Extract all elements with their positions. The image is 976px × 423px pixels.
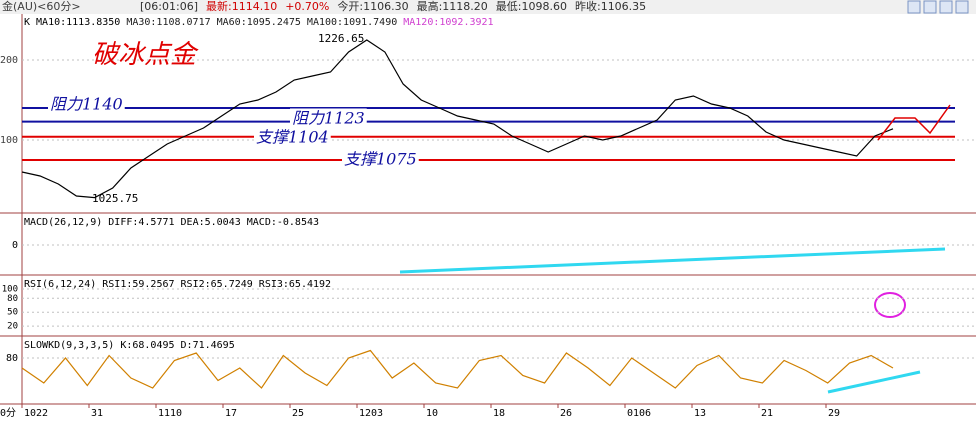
- x-tick-label: 10: [426, 408, 438, 419]
- kd-label: SLOWKD(9,3,3,5) K:68.0495 D:71.4695: [24, 340, 235, 351]
- x-tick-label: 31: [91, 408, 103, 419]
- annotation: 支撑1104: [256, 128, 329, 147]
- kd-line: [21, 349, 894, 389]
- annotation: 阻力1140: [50, 95, 123, 114]
- x-unit: 0分: [0, 407, 16, 419]
- quote-field: 今开:1106.30: [337, 0, 408, 13]
- y-tick-label: 100: [2, 284, 18, 294]
- y-tick-label: 100: [0, 135, 18, 146]
- trend-line: [399, 247, 946, 274]
- trend-line: [827, 370, 921, 394]
- highlight-circle: [874, 292, 906, 318]
- low-label: 1025.75: [92, 192, 138, 205]
- legend-entry: K: [24, 17, 30, 28]
- y-tick-label: 200: [0, 55, 18, 66]
- x-tick-label: 18: [493, 408, 505, 419]
- legend-entry: MA30:1108.0717: [126, 17, 210, 28]
- forecast-path: [877, 104, 951, 141]
- label-bg: [48, 94, 125, 114]
- x-tick-label: 17: [225, 408, 237, 419]
- x-tick-label: 1022: [24, 408, 48, 419]
- annotation: 支撑1075: [344, 150, 417, 169]
- label-bg: [254, 127, 331, 147]
- symbol: 金(AU)<60分>: [2, 0, 81, 13]
- label-bg: [290, 108, 367, 128]
- panel-frames: [0, 14, 976, 405]
- price-line: [21, 39, 894, 199]
- quote-fields: [06:01:06] 最新:1114.10 +0.70% 今开:1106.30 最高:1…: [140, 0, 646, 13]
- header-bar: [0, 0, 976, 14]
- icon[interactable]: [955, 0, 969, 14]
- x-tick-label: 21: [761, 408, 773, 419]
- icon[interactable]: [923, 0, 937, 14]
- legend-entry: MA60:1095.2475: [217, 17, 301, 28]
- quote-field: [06:01:06]: [140, 0, 198, 13]
- x-tick-label: 1110: [158, 408, 182, 419]
- legend-entry: MA120:1092.3921: [403, 17, 493, 28]
- y-tick-label: 0: [12, 240, 18, 251]
- macd-label: MACD(26,12,9) DIFF:4.5771 DEA:5.0043 MAC…: [24, 217, 319, 228]
- quote-field: +0.70%: [285, 0, 329, 13]
- quote-field: 最新:1114.10: [206, 0, 277, 13]
- toolbar-icons[interactable]: [907, 0, 969, 14]
- title: 破冰点金: [92, 40, 199, 70]
- x-tick-label: 0106: [627, 408, 651, 419]
- y-tick-label: 50: [7, 308, 18, 318]
- y-tick-label: 80: [6, 353, 18, 364]
- quote-field: 昨收:1106.35: [575, 0, 646, 13]
- rsi-label: RSI(6,12,24) RSI1:59.2567 RSI2:65.7249 R…: [24, 279, 331, 290]
- x-tick-label: 13: [694, 408, 706, 419]
- high-label: 1226.65: [318, 32, 364, 45]
- x-tick-label: 29: [828, 408, 840, 419]
- y-tick-label: 80: [7, 294, 18, 304]
- label-bg: [342, 149, 419, 169]
- legend-entry: MA10:1113.8350: [36, 17, 120, 28]
- icon[interactable]: [907, 0, 921, 14]
- legend-entry: MA100:1091.7490: [307, 17, 397, 28]
- quote-field: 最低:1098.60: [496, 0, 567, 13]
- x-tick-label: 26: [560, 408, 572, 419]
- quote-field: 最高:1118.20: [417, 0, 488, 13]
- icon[interactable]: [939, 0, 953, 14]
- x-tick-label: 25: [292, 408, 304, 419]
- x-tick-label: 1203: [359, 408, 383, 419]
- y-tick-label: 20: [7, 322, 18, 332]
- annotation: 阻力1123: [292, 109, 365, 128]
- legend: K MA10:1113.8350 MA30:1108.0717 MA60:1095.2…: [24, 17, 494, 28]
